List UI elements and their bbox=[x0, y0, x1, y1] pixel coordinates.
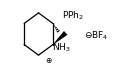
Polygon shape bbox=[53, 31, 67, 45]
Text: PPh$_2$: PPh$_2$ bbox=[62, 9, 84, 22]
Text: ⊕: ⊕ bbox=[45, 56, 51, 65]
Text: ⊖BF$_4$: ⊖BF$_4$ bbox=[84, 30, 108, 42]
Text: NH$_3$: NH$_3$ bbox=[52, 42, 71, 54]
